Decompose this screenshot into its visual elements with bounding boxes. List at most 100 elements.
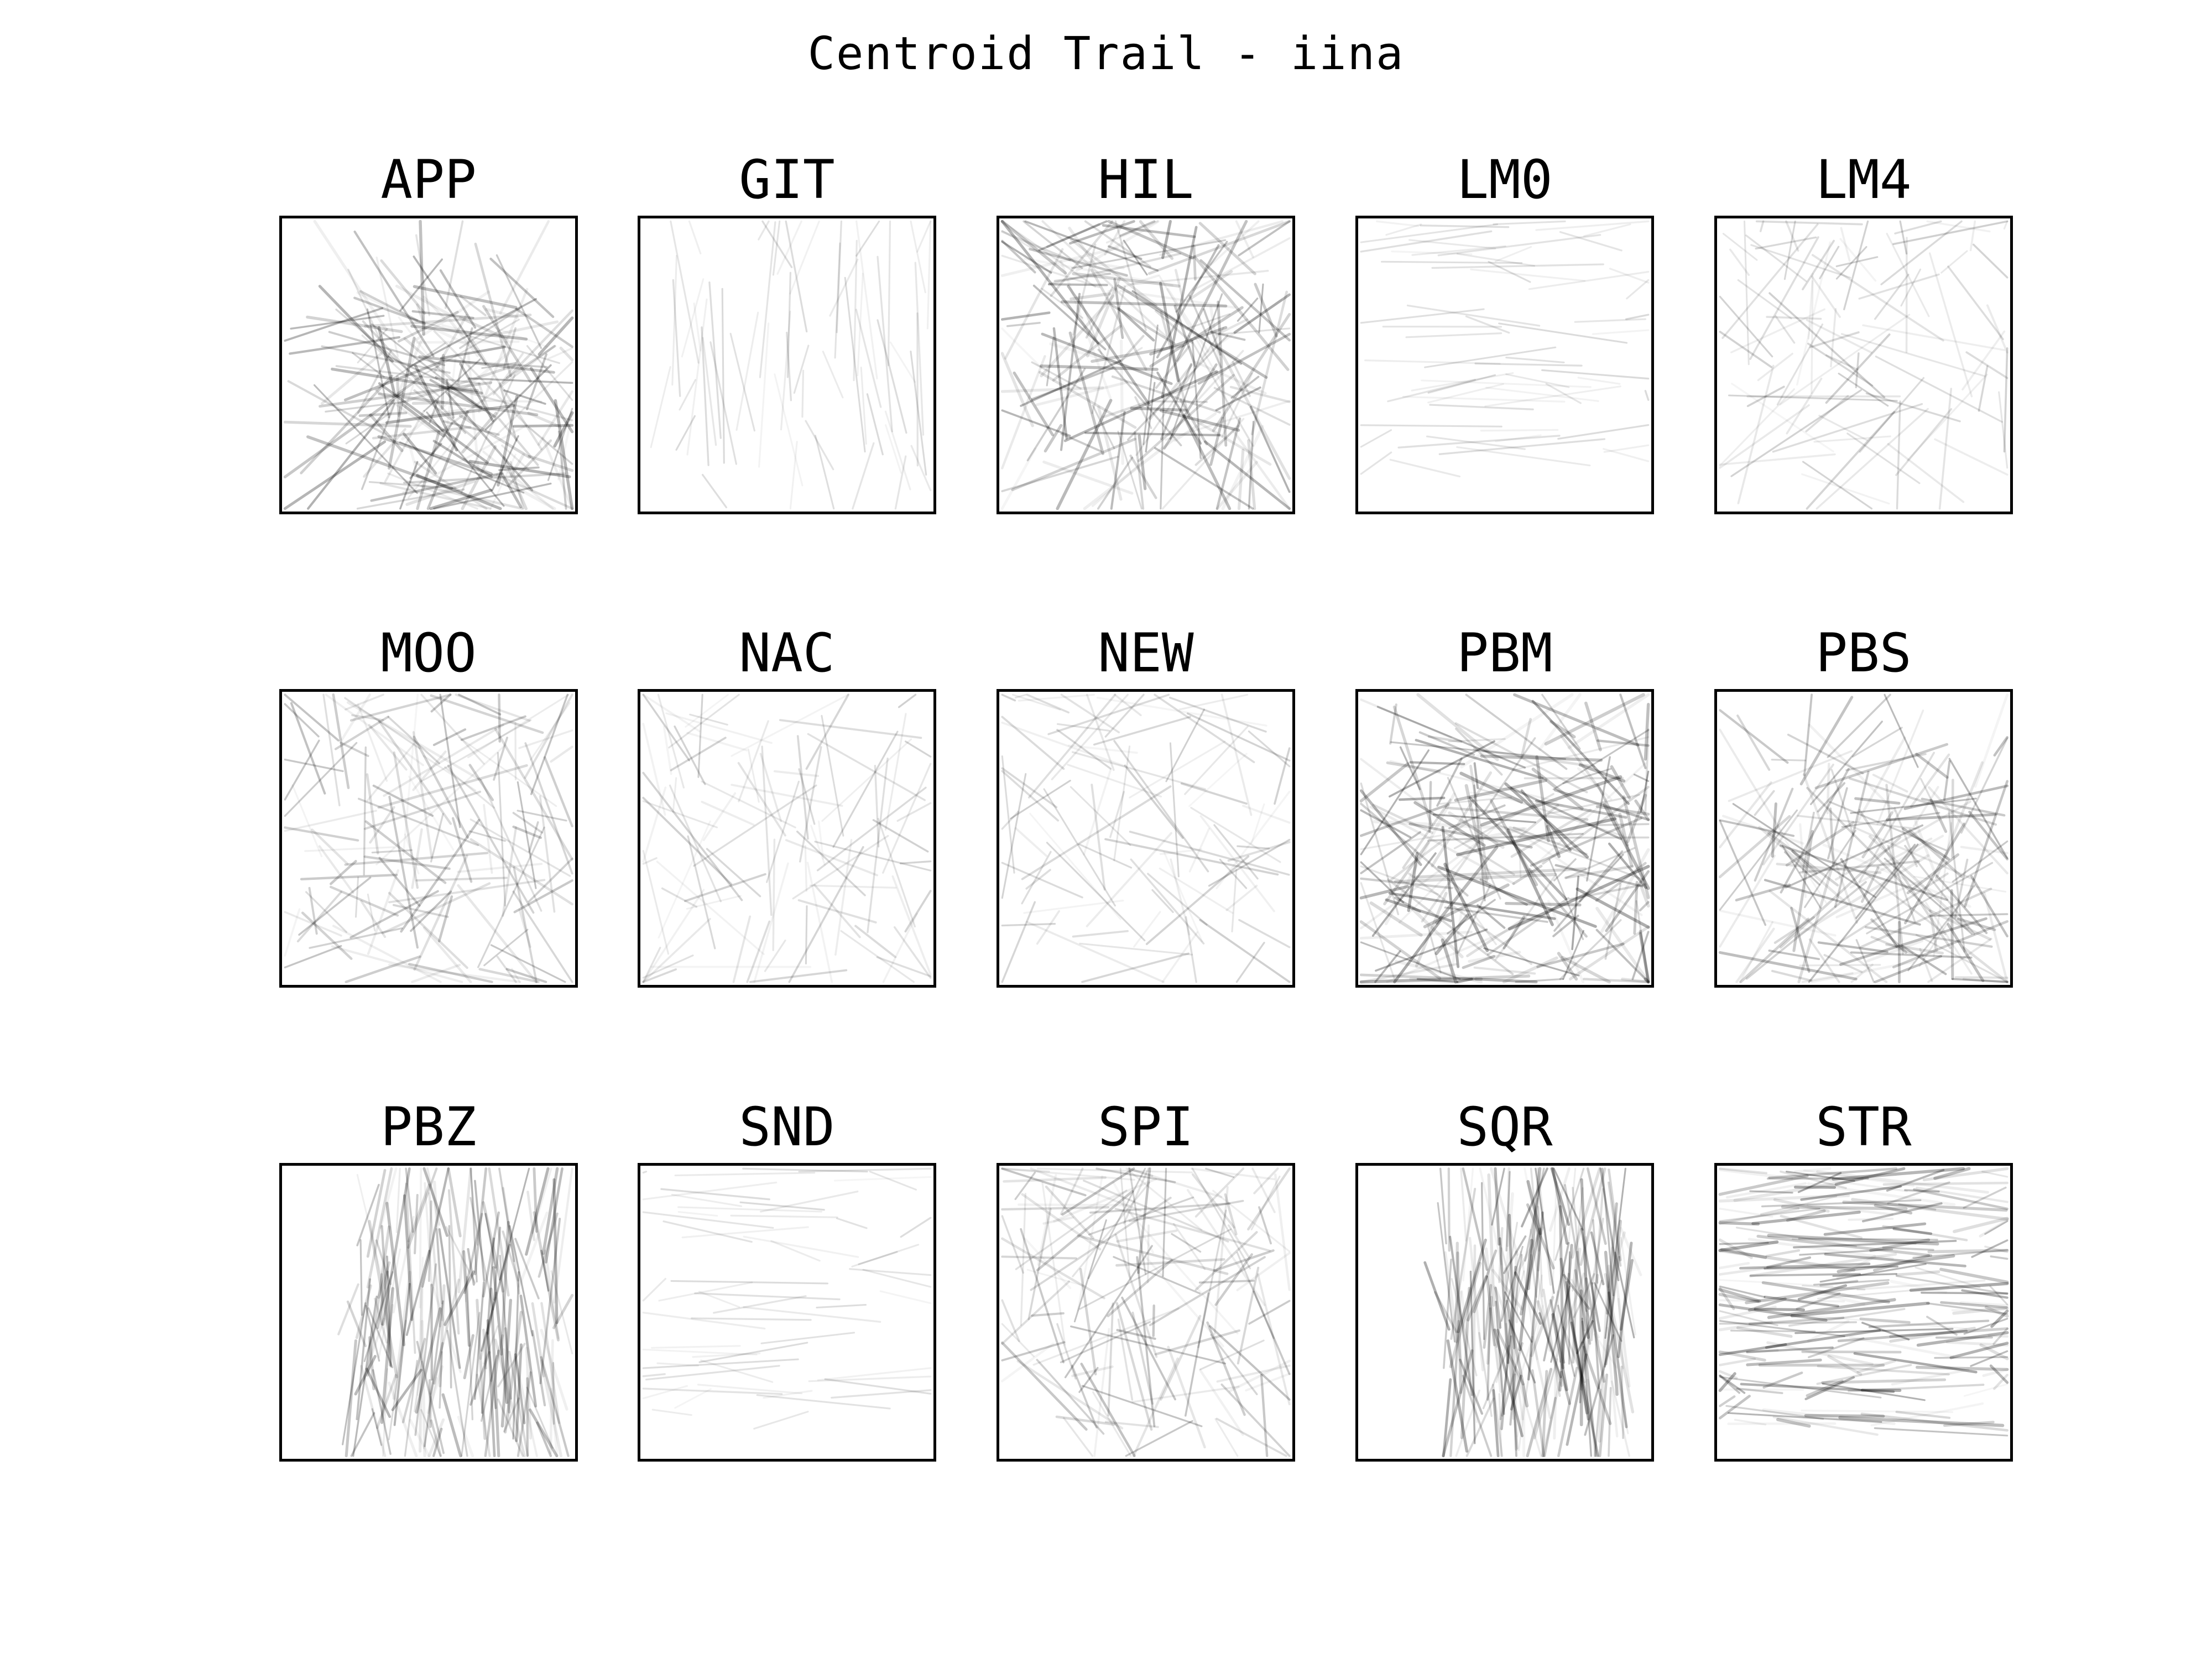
trail-segment [1389,458,1461,478]
trail-segment [1149,306,1244,368]
trail-segment [1503,915,1526,950]
trail-segment [1813,1290,1865,1306]
trail-segment [651,1408,692,1416]
trail-segment [731,693,849,757]
trail-segment [1767,831,1839,887]
trail-segment [372,784,434,817]
trail-segment [444,220,464,309]
trail-segment [1081,302,1103,355]
trail-segment [1550,720,1576,739]
trail-segment [460,295,487,316]
trail-segment [557,430,567,510]
trail-segment [540,1359,563,1458]
trail-segment [1608,842,1647,889]
trail-segment [1719,1262,1750,1270]
trail-segment [447,1167,462,1238]
trail-segment [1111,375,1221,414]
trail-segment [498,466,540,471]
trail-segment [1473,762,1479,789]
trail-segment [1427,833,1584,842]
trail-segment [1528,868,1588,938]
trail-segment [369,413,404,452]
trail-segment [1583,978,1650,983]
trail-segment [1545,383,1582,404]
trail-segment [365,1305,380,1362]
trail-segment [1935,761,1984,880]
trail-segment [693,302,702,352]
trail-segment [1811,961,1914,983]
trail-segment [1137,1167,1151,1274]
trail-segment [399,441,525,494]
trail-segment [1213,824,1259,880]
trail-segment [1454,1241,1459,1343]
trail-segment [1514,1226,1545,1276]
trail-segment [821,738,912,822]
trail-segment [1184,726,1249,795]
trail-segment [1520,789,1572,852]
trail-segment [1842,1201,2008,1212]
trail-segment [1505,1171,1511,1252]
trail-segment [1771,802,1777,858]
trail-plot [1718,1167,2009,1437]
trail-segment [1514,1318,1540,1395]
trail-segment [291,784,323,858]
trail-segment [423,358,481,412]
trail-segment [1957,917,1996,931]
trail-segment [284,758,344,773]
trail-segment [1479,1167,1503,1266]
trail-segment [1215,1417,1287,1457]
trail-segment [1593,1282,1623,1342]
trail-segment [1562,768,1611,785]
trail-segment [344,693,384,711]
trail-segment [1369,901,1423,937]
trail-segment [1839,917,1987,966]
trail-segment [413,735,469,839]
trail-segment [1237,298,1259,322]
trail-segment [1495,1301,1505,1415]
trail-segment [700,1359,774,1383]
trail-segment [1721,223,1819,339]
trail-segment [1551,1181,1557,1318]
trail-segment [1749,236,1819,360]
trail-segment [1565,847,1635,879]
trail-segment [1123,1167,1150,1225]
trail-segment [642,1387,783,1395]
trail-segment [1487,1173,1496,1307]
trail-segment [1045,1185,1095,1240]
trail-segment [1480,775,1623,827]
trail-segment [507,439,552,487]
trail-segment [1755,220,1863,226]
trail-segment [1718,1321,1773,1332]
trail-segment [1414,867,1587,879]
trail-segment [1498,322,1628,344]
panel-title: PBS [1815,622,1912,684]
trail-segment [860,367,867,445]
trail-segment [1718,1174,1809,1196]
trail-segment [444,1270,476,1326]
trail-segment [1526,1167,1542,1291]
trail-segment [1044,424,1063,453]
trail-segment [385,1303,394,1354]
trail-segment [1026,693,1070,714]
trail-segment [2003,220,2008,230]
trail-segment [1850,963,1874,983]
trail-segment [352,1295,378,1457]
trail-segment [1235,942,1265,983]
trail-segment [1855,843,1916,919]
trail-segment [656,860,765,956]
trail-segment [1001,862,1083,899]
trail-segment [1929,913,2008,917]
trail-segment [553,411,574,448]
trail-segment [1484,385,1621,408]
trail-segment [1486,897,1570,956]
trail-segment [1191,1173,1235,1229]
trail-segment [1984,1306,2009,1318]
trail-segment [1963,1318,2008,1335]
trail-segment [1427,374,1496,394]
trail-segment [1776,1418,1811,1428]
trail-segment [1197,1209,1227,1348]
trail-segment [1164,400,1291,441]
trail-segment [375,1374,398,1430]
trail-segment [1070,786,1131,846]
trail-segment [814,435,835,510]
